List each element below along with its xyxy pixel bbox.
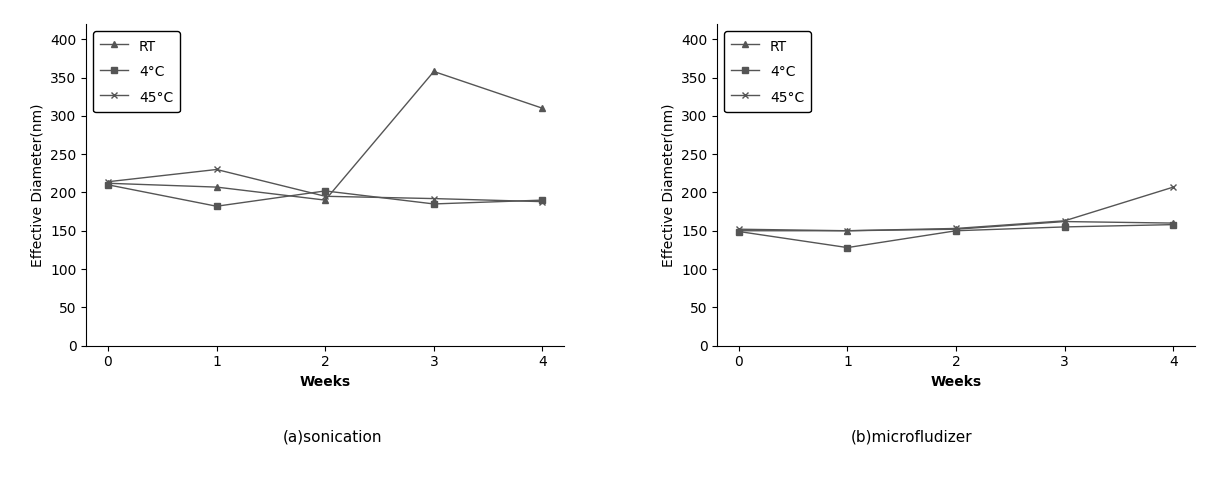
Text: (b)microfludizer: (b)microfludizer (851, 429, 972, 444)
RT (732, 228, 747, 234)
4°C (535, 197, 549, 203)
RT (209, 184, 224, 190)
45°C (1057, 218, 1072, 224)
RT (1057, 219, 1072, 225)
45°C (318, 193, 333, 199)
Line: RT: RT (105, 68, 546, 204)
4°C (1057, 224, 1072, 230)
45°C (732, 227, 747, 232)
RT (318, 197, 333, 203)
RT (1165, 220, 1180, 226)
X-axis label: Weeks: Weeks (930, 375, 982, 389)
Line: RT: RT (736, 218, 1177, 234)
RT (535, 105, 549, 111)
Legend: RT, 4°C, 45°C: RT, 4°C, 45°C (94, 31, 180, 112)
Line: 45°C: 45°C (105, 166, 546, 205)
4°C (840, 245, 855, 251)
4°C (318, 188, 333, 194)
RT (840, 228, 855, 234)
45°C (1165, 184, 1180, 190)
4°C (209, 204, 224, 209)
45°C (535, 199, 549, 204)
45°C (101, 179, 116, 185)
Line: 45°C: 45°C (736, 184, 1177, 234)
Line: 4°C: 4°C (736, 221, 1177, 251)
4°C (1165, 222, 1180, 228)
RT (101, 180, 116, 186)
Text: (a)sonication: (a)sonication (283, 429, 382, 444)
4°C (949, 228, 963, 234)
4°C (101, 182, 116, 188)
45°C (426, 196, 441, 202)
Y-axis label: Effective Diameter(nm): Effective Diameter(nm) (31, 103, 44, 266)
4°C (732, 228, 747, 234)
Y-axis label: Effective Diameter(nm): Effective Diameter(nm) (662, 103, 675, 266)
RT (949, 227, 963, 232)
Legend: RT, 4°C, 45°C: RT, 4°C, 45°C (724, 31, 811, 112)
Line: 4°C: 4°C (105, 181, 546, 210)
45°C (949, 226, 963, 231)
4°C (426, 201, 441, 207)
RT (426, 69, 441, 74)
45°C (840, 228, 855, 234)
X-axis label: Weeks: Weeks (299, 375, 351, 389)
45°C (209, 167, 224, 172)
